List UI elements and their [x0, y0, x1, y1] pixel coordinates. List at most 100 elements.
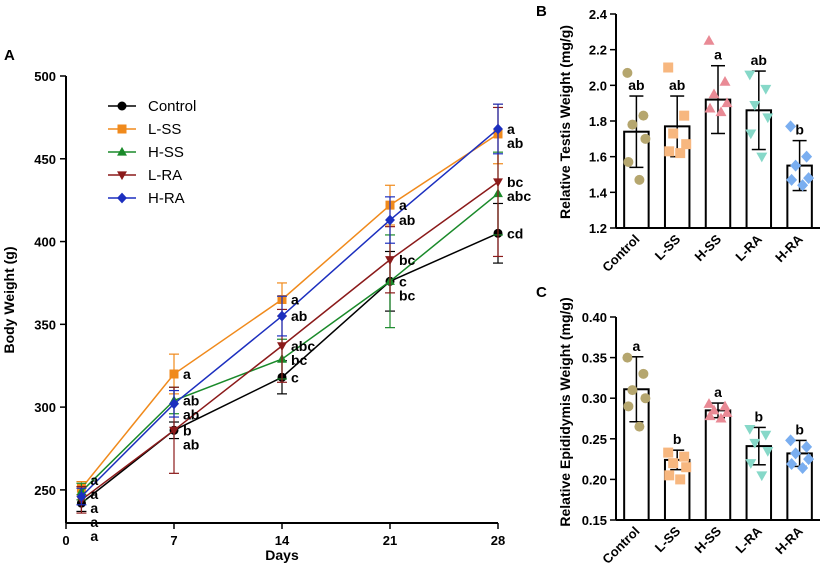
panel-a-y-tick-label: 250 [34, 483, 56, 498]
data-point [385, 214, 395, 226]
data-point [708, 404, 720, 415]
bar-group-l-ss: ab L-SS [652, 62, 692, 263]
x-category-label: L-SS [652, 523, 684, 555]
y-tick-label: 1.8 [589, 114, 607, 129]
data-point [277, 310, 287, 322]
significance-label: a [399, 197, 407, 213]
series-l-ra [76, 106, 503, 514]
significance-label: bc [291, 352, 308, 368]
y-tick-label: 1.6 [589, 150, 607, 165]
significance-label: b [673, 431, 682, 447]
x-category-label: H-RA [772, 523, 806, 557]
significance-label: b [183, 422, 192, 438]
x-category-label: Control [599, 232, 642, 275]
significance-label: a [90, 500, 98, 516]
data-point [76, 491, 87, 502]
data-point [640, 393, 651, 404]
significance-label: b [795, 122, 804, 138]
data-point [760, 430, 772, 441]
data-point [679, 451, 690, 462]
y-tick-label: 0.15 [582, 513, 607, 528]
data-point [634, 421, 645, 432]
series-h-ss [76, 151, 503, 501]
data-point [721, 407, 733, 417]
data-point [622, 67, 633, 78]
data-point [675, 474, 686, 485]
data-point [756, 471, 768, 482]
data-point [803, 453, 815, 466]
data-point [675, 148, 686, 159]
data-point [744, 425, 756, 435]
significance-label: a [633, 338, 641, 354]
significance-label: abc [507, 188, 531, 204]
panel-a-x-tick-label: 28 [491, 533, 505, 548]
significance-label: c [399, 273, 407, 289]
data-point [785, 434, 797, 447]
bar-group-l-ss: b L-SS [652, 431, 692, 555]
data-point [745, 459, 757, 469]
data-point [719, 400, 731, 411]
significance-label: a [90, 472, 98, 488]
data-point [801, 150, 813, 163]
significance-label: a [90, 486, 98, 502]
data-point [704, 102, 716, 113]
panel-c-y-axis-label: Relative Epididymis Weight (mg/g) [557, 297, 573, 526]
y-tick-label: 2.4 [589, 7, 608, 22]
bar-group-h-ra: b H-RA [772, 421, 815, 557]
data-point [801, 440, 813, 453]
legend-label: H-RA [148, 190, 185, 207]
data-point [744, 70, 756, 81]
panel-a-line-chart: A 250 300 350 400 450 500 0 7 14 21 28 Days Body … [1, 47, 531, 563]
data-point [797, 462, 809, 475]
data-point [681, 462, 692, 473]
bar-group-h-ra: b H-RA [772, 120, 815, 265]
data-point [385, 256, 395, 265]
data-point [762, 113, 774, 124]
legend-label: H-SS [148, 144, 184, 161]
data-point [664, 146, 675, 157]
x-category-label: H-SS [692, 231, 725, 264]
data-point [749, 438, 761, 449]
data-point [664, 470, 675, 481]
data-point [803, 172, 815, 185]
panel-a-x-tick-label: 14 [275, 533, 290, 548]
data-point [663, 62, 674, 73]
y-tick-label: 0.35 [582, 351, 607, 366]
significance-label: a [291, 292, 299, 308]
series-l-ss [76, 103, 503, 496]
significance-label: ab [507, 135, 523, 151]
legend-marker [117, 124, 127, 134]
significance-label: ab [291, 308, 307, 324]
data-point [627, 385, 638, 396]
bar-group-h-ss: a H-SS [692, 384, 733, 556]
data-point [679, 110, 690, 121]
data-point [756, 152, 768, 163]
data-point [169, 369, 179, 379]
panel-a-x-tick-label: 7 [170, 533, 177, 548]
x-category-label: H-RA [772, 231, 806, 265]
panel-a-x-tick-label: 21 [383, 533, 397, 548]
panel-a-legend: Control L-SS H-SS L-RA H-RA [108, 98, 196, 207]
legend-marker [117, 192, 127, 204]
y-tick-label: 0.40 [582, 310, 607, 325]
y-tick-label: 0.30 [582, 391, 607, 406]
significance-label: a [507, 121, 515, 137]
y-tick-label: 1.2 [589, 221, 607, 236]
data-point [623, 157, 634, 168]
series-line [80, 192, 499, 493]
data-point [762, 446, 774, 457]
series-line [80, 133, 499, 489]
y-tick-label: 0.20 [582, 472, 607, 487]
data-point [638, 368, 649, 379]
data-point [169, 426, 179, 436]
series-line [80, 128, 499, 498]
panel-a-x-axis-label: Days [265, 547, 299, 563]
bar-group-h-ss: a H-SS [692, 35, 733, 264]
y-tick-label: 0.25 [582, 432, 607, 447]
significance-label: bc [399, 252, 416, 268]
data-point [638, 110, 649, 121]
data-point [797, 179, 809, 192]
significance-label: bc [507, 174, 524, 190]
panel-b-bar-chart: B 1.2 1.4 1.6 1.8 2.0 2.2 2.4 Relative Testis … [536, 3, 820, 275]
